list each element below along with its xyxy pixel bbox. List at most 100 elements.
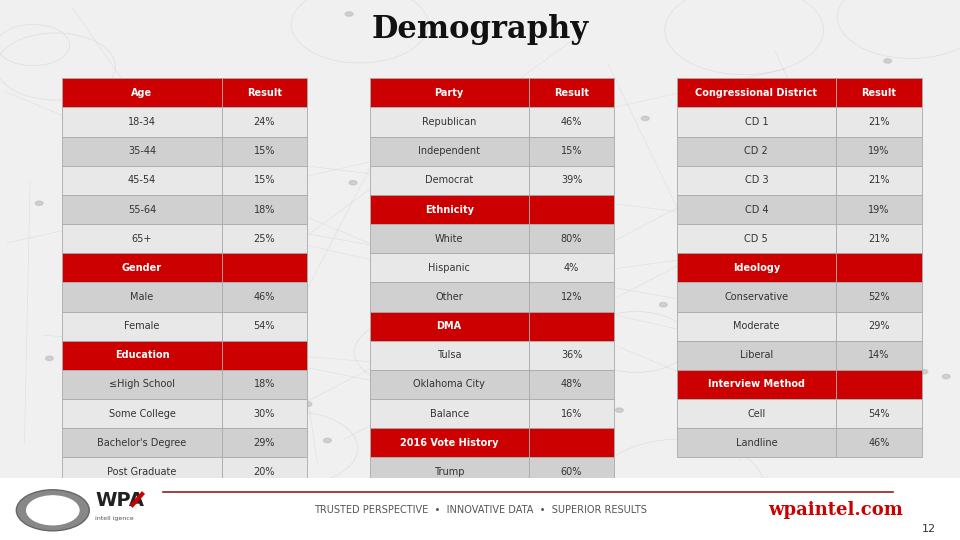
- Text: CD 1: CD 1: [745, 117, 768, 127]
- Bar: [222, 78, 307, 107]
- Text: 18%: 18%: [253, 380, 276, 389]
- Bar: [836, 370, 922, 399]
- Bar: [222, 370, 307, 399]
- Text: WPA: WPA: [95, 491, 144, 510]
- Text: 24%: 24%: [253, 117, 276, 127]
- Text: TRUSTED PERSPECTIVE  •  INNOVATIVE DATA  •  SUPERIOR RESULTS: TRUSTED PERSPECTIVE • INNOVATIVE DATA • …: [314, 505, 646, 515]
- Text: Republican: Republican: [422, 117, 476, 127]
- Text: 25%: 25%: [253, 234, 276, 244]
- Bar: [62, 78, 222, 107]
- Text: 15%: 15%: [561, 146, 583, 156]
- Text: Democrat: Democrat: [425, 176, 473, 185]
- Circle shape: [901, 334, 909, 339]
- Text: Male: Male: [131, 292, 154, 302]
- Circle shape: [26, 495, 80, 525]
- Text: Age: Age: [132, 88, 153, 98]
- Bar: [836, 224, 922, 253]
- Text: 2016 Vote History: 2016 Vote History: [400, 438, 498, 448]
- Text: Trump: Trump: [434, 467, 465, 477]
- Circle shape: [884, 59, 892, 63]
- Text: 18-34: 18-34: [128, 117, 156, 127]
- Bar: [62, 341, 222, 370]
- Text: Bachelor's Degree: Bachelor's Degree: [97, 438, 186, 448]
- Text: Demography: Demography: [372, 14, 588, 45]
- Bar: [222, 224, 307, 253]
- Bar: [836, 341, 922, 370]
- Text: 4%: 4%: [564, 263, 579, 273]
- Text: 46%: 46%: [868, 438, 890, 448]
- Bar: [836, 399, 922, 428]
- Bar: [222, 457, 307, 487]
- Text: Landline: Landline: [735, 438, 778, 448]
- Circle shape: [16, 490, 89, 531]
- Text: 14%: 14%: [868, 350, 890, 360]
- Bar: [529, 457, 614, 487]
- Bar: [62, 428, 222, 457]
- Bar: [677, 224, 836, 253]
- Bar: [370, 312, 529, 341]
- Text: 21%: 21%: [868, 117, 890, 127]
- Text: 36%: 36%: [561, 350, 583, 360]
- Text: ≤High School: ≤High School: [109, 380, 175, 389]
- Text: Female: Female: [124, 321, 159, 331]
- Bar: [529, 253, 614, 282]
- Bar: [529, 399, 614, 428]
- Text: 45-54: 45-54: [128, 176, 156, 185]
- Bar: [529, 428, 614, 457]
- Text: Cell: Cell: [747, 409, 765, 419]
- Text: Liberal: Liberal: [740, 350, 773, 360]
- Text: 60%: 60%: [561, 467, 583, 477]
- Bar: [62, 370, 222, 399]
- Bar: [677, 107, 836, 137]
- Bar: [370, 457, 529, 487]
- Bar: [836, 107, 922, 137]
- Bar: [222, 137, 307, 166]
- Bar: [222, 312, 307, 341]
- Bar: [836, 428, 922, 457]
- Text: Hispanic: Hispanic: [428, 263, 470, 273]
- Text: 46%: 46%: [561, 117, 583, 127]
- Text: 15%: 15%: [253, 176, 276, 185]
- Text: 19%: 19%: [868, 146, 890, 156]
- Text: Moderate: Moderate: [733, 321, 780, 331]
- Text: 30%: 30%: [253, 409, 276, 419]
- Bar: [529, 224, 614, 253]
- Circle shape: [605, 228, 612, 233]
- Circle shape: [660, 302, 667, 307]
- Bar: [529, 312, 614, 341]
- Bar: [62, 166, 222, 195]
- Text: Result: Result: [554, 88, 589, 98]
- Circle shape: [346, 12, 353, 16]
- Bar: [370, 341, 529, 370]
- Bar: [529, 137, 614, 166]
- Bar: [370, 107, 529, 137]
- Bar: [62, 399, 222, 428]
- Bar: [677, 341, 836, 370]
- Circle shape: [349, 180, 357, 185]
- Circle shape: [868, 376, 876, 380]
- Text: 54%: 54%: [253, 321, 276, 331]
- Circle shape: [225, 133, 232, 137]
- Bar: [677, 195, 836, 224]
- Bar: [370, 370, 529, 399]
- Text: Ethnicity: Ethnicity: [424, 205, 473, 214]
- Text: Result: Result: [861, 88, 897, 98]
- Text: White: White: [435, 234, 464, 244]
- Bar: [222, 282, 307, 312]
- Text: 65+: 65+: [132, 234, 152, 244]
- Circle shape: [943, 374, 950, 379]
- Circle shape: [920, 369, 927, 374]
- Circle shape: [582, 245, 589, 249]
- Bar: [370, 428, 529, 457]
- Text: wpaintel.com: wpaintel.com: [768, 501, 902, 519]
- Circle shape: [615, 408, 623, 413]
- Bar: [677, 78, 836, 107]
- Bar: [677, 428, 836, 457]
- Circle shape: [473, 345, 481, 349]
- Text: 80%: 80%: [561, 234, 583, 244]
- Text: intell igence: intell igence: [95, 516, 133, 522]
- Text: 48%: 48%: [561, 380, 583, 389]
- Bar: [529, 282, 614, 312]
- Bar: [62, 312, 222, 341]
- Text: 52%: 52%: [868, 292, 890, 302]
